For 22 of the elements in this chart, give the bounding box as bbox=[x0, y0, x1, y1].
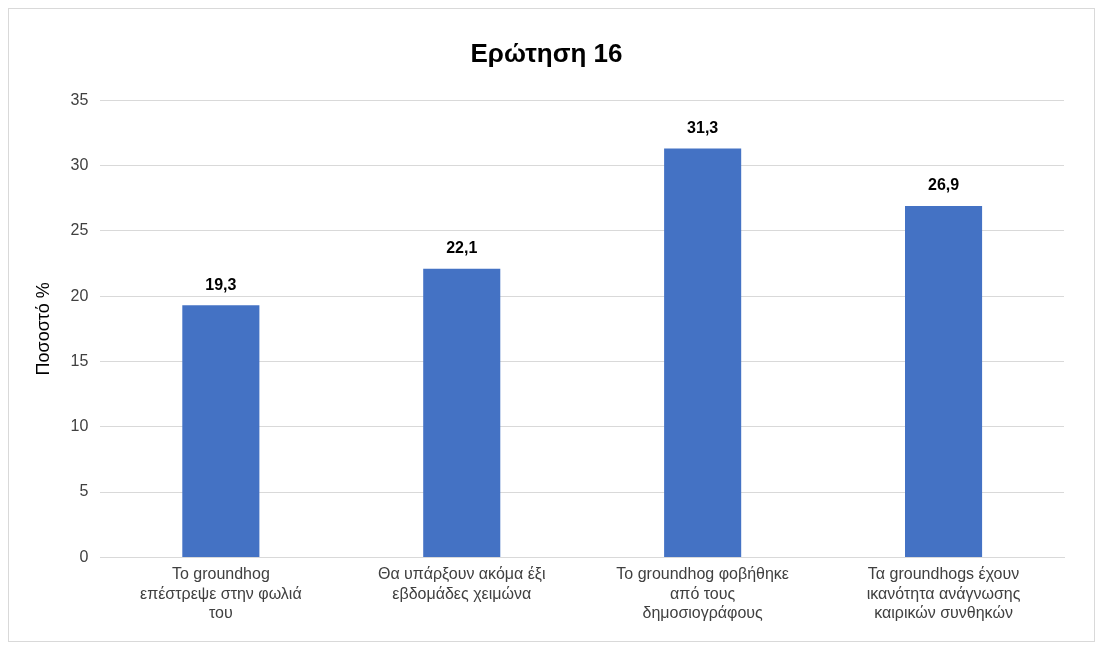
y-axis-title: Ποσοστό % bbox=[32, 282, 53, 376]
data-label: 22,1 bbox=[446, 239, 478, 257]
y-tick-label: 25 bbox=[70, 221, 89, 239]
x-tick-label: Το groundhog φοβήθηκε από τους δημοσιογράφους bbox=[616, 565, 789, 621]
x-tick-label: Θα υπάρξουν ακόμα έξι εβδομάδες χειμώνα bbox=[377, 565, 546, 602]
y-tick-label: 35 bbox=[70, 90, 89, 108]
x-tick-label: Τα groundhogs έχουν ικανότητα ανάγνωσης καιρικών συνθηκών bbox=[866, 565, 1021, 621]
x-tick-label: Το groundhog επέστρεψε στην φωλιά του bbox=[140, 565, 302, 621]
bar bbox=[182, 305, 260, 557]
y-tick-label: 10 bbox=[70, 417, 89, 435]
y-tick-label: 0 bbox=[79, 547, 89, 565]
y-tick-label: 5 bbox=[79, 482, 89, 500]
data-label: 26,9 bbox=[927, 176, 960, 194]
y-tick-label: 30 bbox=[70, 155, 89, 173]
y-tick-label: 15 bbox=[70, 351, 89, 369]
data-label: 31,3 bbox=[687, 118, 719, 136]
data-label: 19,3 bbox=[205, 275, 237, 293]
bar bbox=[664, 148, 742, 557]
y-tick-label: 20 bbox=[70, 286, 89, 304]
bar bbox=[905, 206, 983, 557]
bar bbox=[423, 268, 501, 557]
chart-title: Ερώτηση 16 bbox=[470, 37, 623, 68]
